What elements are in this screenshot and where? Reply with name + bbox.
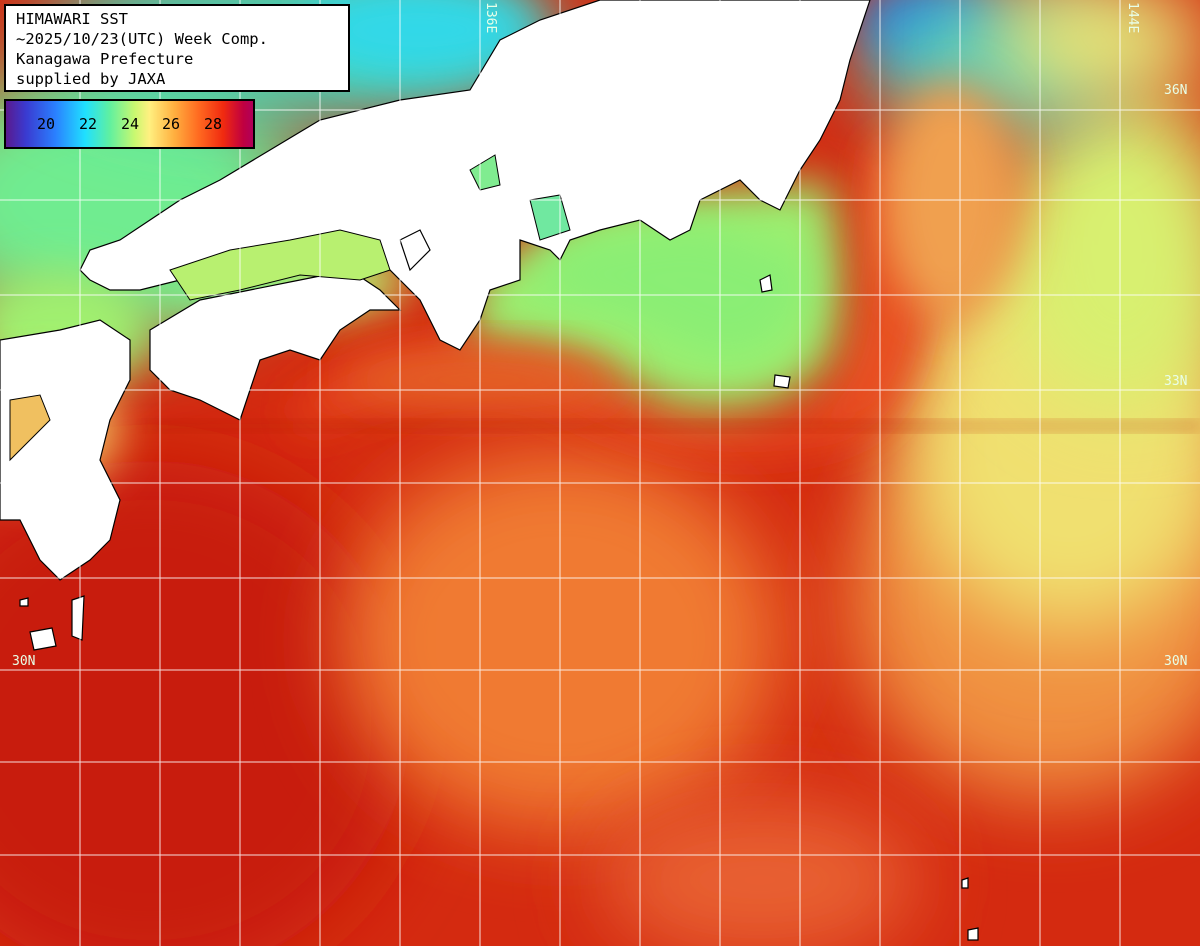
lat-label-33-right: 33N [1164, 374, 1188, 389]
inland-seas [9, 154, 571, 462]
date-line: ~2025/10/23(UTC) Week Comp. [16, 30, 268, 48]
lon-label-136: 136E [483, 2, 498, 34]
colorbar-tick-28: 28 [204, 115, 223, 133]
land-izu-islands [759, 274, 773, 293]
info-box: HIMAWARI SST ~2025/10/23(UTC) Week Comp.… [4, 4, 350, 92]
land-awaji [399, 229, 431, 272]
colorbar-tick-24: 24 [121, 115, 140, 133]
colorbar-tick-22: 22 [79, 115, 98, 133]
title-line: HIMAWARI SST [16, 10, 128, 28]
prefecture-line: Kanagawa Prefecture [16, 50, 194, 68]
colorbar-tick-26: 26 [162, 115, 181, 133]
land-kyushu [0, 319, 131, 581]
land-tanegashima [71, 595, 85, 641]
lat-label-30-right: 30N [1164, 654, 1188, 669]
colorbar-tick-20: 20 [37, 115, 56, 133]
lon-label-144: 144E [1125, 2, 1140, 34]
temperature-colorbar: 20 22 24 26 28 [4, 99, 255, 149]
lat-label-36-right: 36N [1164, 83, 1188, 98]
land-yakushima [29, 627, 57, 651]
credit-line: supplied by JAXA [16, 70, 166, 88]
lat-label-30-left: 30N [12, 654, 36, 669]
